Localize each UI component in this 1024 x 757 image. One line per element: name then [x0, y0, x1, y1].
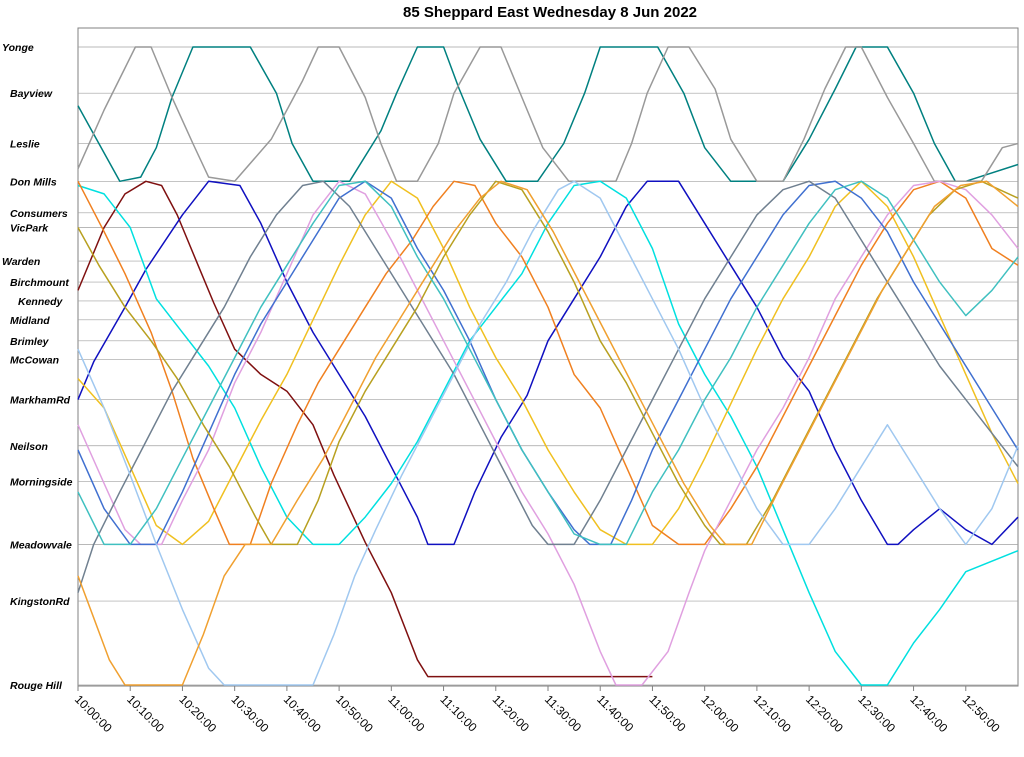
trip-line	[77, 180, 1019, 546]
x-tick-label: 10:10:00	[124, 692, 167, 735]
x-tick-label: 10:50:00	[333, 692, 376, 735]
x-tick-label: 10:00:00	[72, 692, 115, 735]
x-tick-label: 12:20:00	[803, 692, 846, 735]
x-tick-label: 12:00:00	[699, 692, 742, 735]
trip-line	[77, 46, 1019, 183]
x-tick-label: 12:30:00	[855, 692, 898, 735]
trip-line	[77, 180, 1019, 686]
x-tick-label: 11:10:00	[437, 692, 480, 735]
x-tick-label: 12:10:00	[751, 692, 794, 735]
trip-line	[77, 180, 1019, 686]
stop-label: Morningside	[10, 476, 73, 488]
stop-label: Neilson	[10, 441, 48, 453]
trip-line	[77, 180, 653, 678]
trip-line	[77, 180, 1019, 546]
stop-label: Brimley	[10, 336, 50, 348]
stop-label: Consumers	[10, 208, 68, 220]
x-tick-label: 11:00:00	[385, 692, 428, 735]
plot-area	[77, 27, 1019, 687]
stop-label: McCowan	[10, 355, 59, 367]
chart-title: 85 Sheppard East Wednesday 8 Jun 2022	[402, 4, 698, 21]
trip-line	[77, 180, 1019, 593]
trip-series	[77, 46, 1019, 686]
stop-label: Leslie	[10, 139, 40, 151]
x-ticks: 10:00:00 10:10:00 10:20:00 10:30:00 10:40:00…	[72, 686, 1003, 735]
x-tick-label: 11:30:00	[542, 692, 585, 735]
trip-line	[77, 180, 1019, 686]
stop-labels: Yonge Bayview Leslie Don Mills Consumers VicP…	[2, 42, 73, 692]
stop-label: VicPark	[10, 222, 49, 234]
stop-label: MarkhamRd	[10, 395, 71, 407]
x-tick-label: 12:50:00	[960, 692, 1003, 735]
x-tick-label: 10:20:00	[176, 692, 219, 735]
stop-label: Meadowvale	[10, 539, 72, 551]
x-tick-label: 12:40:00	[907, 692, 950, 735]
x-tick-label: 11:50:00	[646, 692, 689, 735]
stop-label: Bayview	[10, 88, 53, 100]
stop-label: Rouge Hill	[10, 680, 63, 692]
stop-label: Don Mills	[10, 176, 57, 188]
stop-gridlines	[78, 46, 1018, 686]
trip-line	[77, 180, 1019, 546]
stop-label: Yonge	[2, 42, 34, 54]
x-tick-label: 11:20:00	[490, 692, 533, 735]
trip-line	[77, 180, 1019, 686]
x-tick-label: 10:30:00	[229, 692, 272, 735]
stop-label: Midland	[10, 315, 50, 327]
x-tick-label: 10:40:00	[281, 692, 324, 735]
x-tick-label: 11:40:00	[594, 692, 637, 735]
stop-label: Warden	[2, 256, 40, 268]
stop-label: Kennedy	[18, 296, 64, 308]
trip-line	[77, 180, 1019, 546]
stop-label: KingstonRd	[10, 596, 70, 608]
stop-label: Birchmount	[10, 277, 69, 289]
trip-line	[77, 180, 1019, 546]
